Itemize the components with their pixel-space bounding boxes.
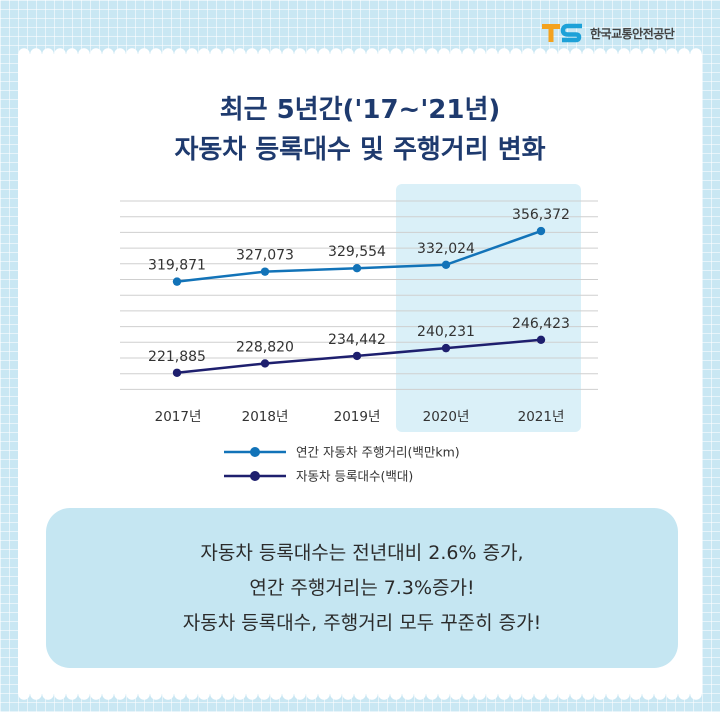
data-label: 329,554 (328, 244, 386, 260)
legend-label: 연간 자동차 주행거리(백만km) (296, 445, 460, 460)
logo-text: 한국교통안전공단 (590, 26, 675, 41)
x-tick-label: 2020년 (423, 409, 470, 425)
data-point (260, 267, 270, 276)
data-point (536, 226, 546, 236)
data-label: 221,885 (148, 349, 206, 365)
legend-label: 자동차 등록대수(백대) (296, 469, 413, 484)
data-point (441, 260, 451, 269)
data-point (441, 343, 451, 353)
data-label: 234,442 (328, 332, 386, 348)
title-line-1: 최근 5년간('17~'21년) (219, 95, 501, 125)
data-label: 246,423 (512, 316, 570, 332)
data-label: 240,231 (417, 324, 475, 340)
ts-logo: 한국교통안전공단 (542, 22, 675, 44)
data-label: 356,372 (512, 207, 570, 223)
legend-marker (250, 471, 260, 481)
legend-marker (250, 447, 260, 457)
data-point (172, 368, 182, 377)
data-label: 228,820 (236, 339, 294, 355)
data-point (260, 359, 270, 368)
data-label: 327,073 (236, 248, 294, 264)
x-tick-label: 2019년 (334, 409, 381, 425)
page-title: 최근 5년간('17~'21년) 자동차 등록대수 및 주행거리 변화 (0, 90, 720, 170)
x-tick-label: 2018년 (242, 409, 289, 425)
data-point (352, 264, 362, 273)
title-line-2: 자동차 등록대수 및 주행거리 변화 (174, 135, 546, 165)
summary-line-2: 연간 주행거리는 7.3%증가! (249, 576, 475, 599)
x-tick-label: 2021년 (518, 409, 565, 425)
line-chart: 319,871 327,073 329,554 332,024 356,372 221,8… (120, 184, 598, 484)
ts-logo-icon (542, 23, 582, 43)
data-point (352, 351, 362, 361)
card-scallop-bottom (18, 688, 702, 700)
x-tick-label: 2017년 (155, 409, 202, 425)
data-label: 319,871 (148, 258, 206, 274)
card-scallop-top (18, 48, 702, 60)
data-point (536, 335, 546, 345)
data-label: 332,024 (417, 241, 475, 257)
summary-box: 자동차 등록대수는 전년대비 2.6% 증가, 연간 주행거리는 7.3%증가!… (46, 508, 678, 668)
data-point (172, 277, 182, 286)
summary-line-1: 자동차 등록대수는 전년대비 2.6% 증가, (200, 541, 524, 564)
highlight-band (396, 184, 581, 432)
summary-line-3: 자동차 등록대수, 주행거리 모두 꾸준히 증가! (182, 611, 542, 634)
